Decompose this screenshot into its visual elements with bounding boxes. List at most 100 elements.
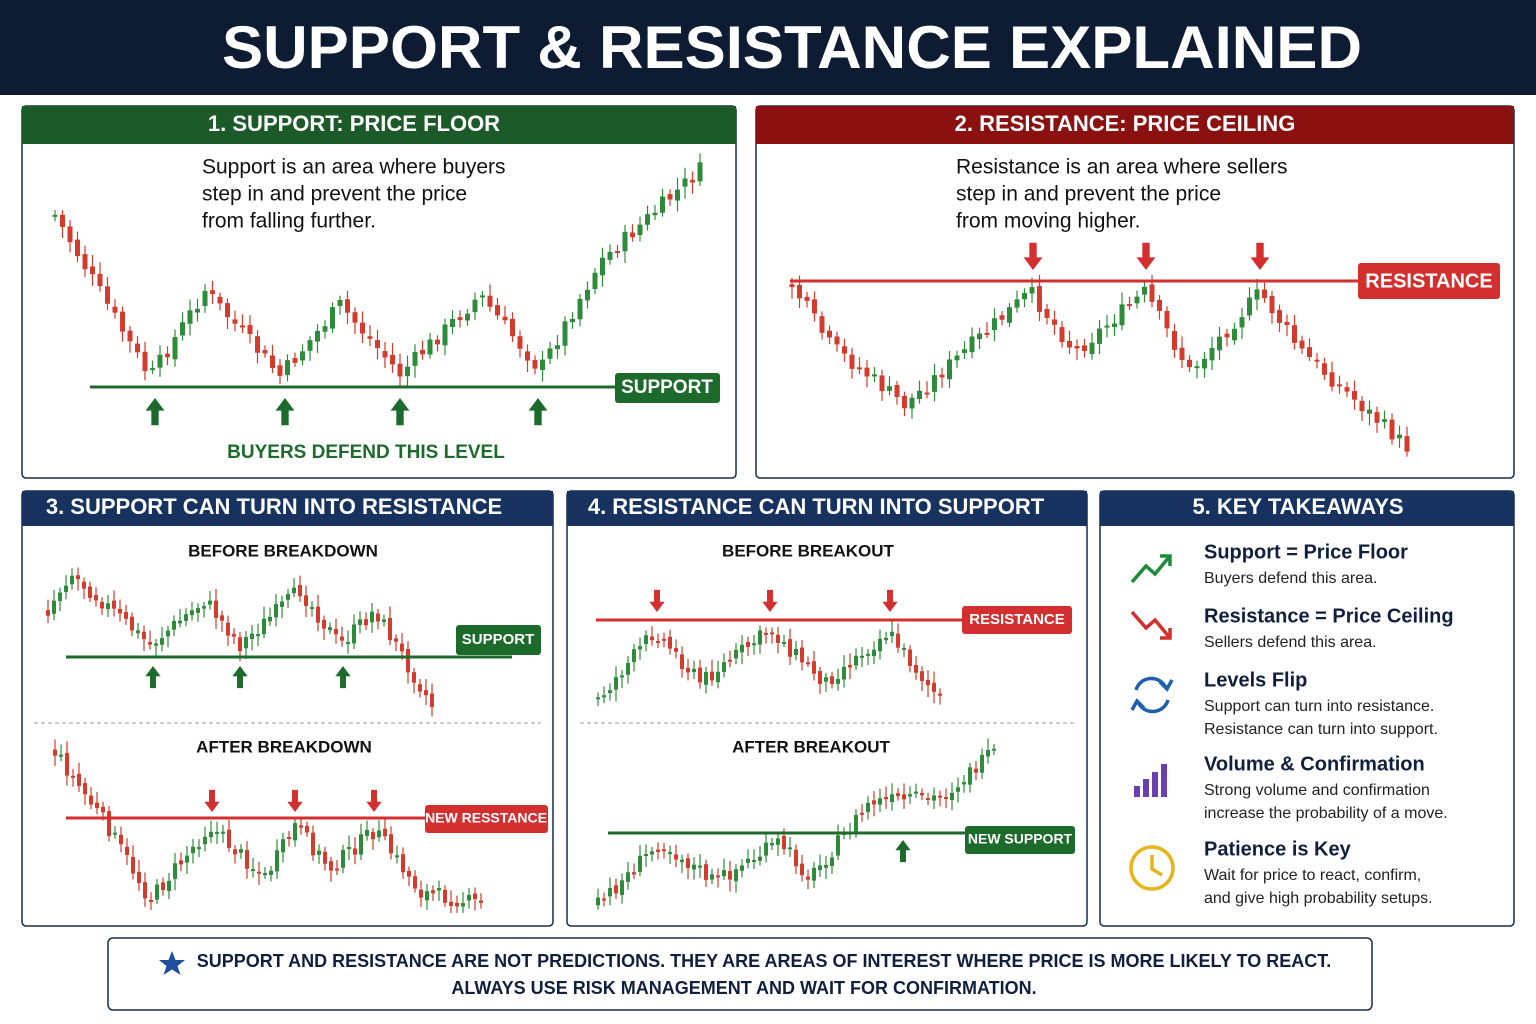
candle (894, 384, 900, 397)
candle (896, 793, 900, 797)
panel-text: step in and prevent the price (202, 183, 467, 206)
candle (179, 860, 183, 865)
candle (680, 859, 684, 863)
candle (135, 343, 140, 353)
candle (800, 863, 804, 876)
candle (335, 868, 339, 871)
candle (902, 395, 907, 409)
candle (969, 336, 975, 353)
candle (984, 332, 990, 335)
candle (626, 872, 630, 882)
candle (950, 792, 954, 801)
candle (1187, 359, 1192, 368)
candle (926, 680, 930, 686)
candle (517, 336, 523, 349)
candle (353, 848, 357, 855)
candle (675, 189, 680, 201)
candle (157, 354, 163, 368)
candle (160, 638, 164, 645)
candle (674, 647, 678, 652)
candle (150, 368, 155, 371)
candle (358, 619, 362, 625)
panel-text: Resistance is an area where sellers (956, 156, 1288, 179)
candle (292, 357, 298, 363)
candle (992, 318, 997, 331)
candle (789, 284, 795, 288)
candle (722, 870, 726, 877)
candle (191, 846, 195, 854)
candle (277, 365, 283, 376)
candle (226, 622, 230, 636)
candle (209, 831, 213, 838)
candle (1164, 310, 1170, 329)
candle (854, 655, 858, 666)
candle (656, 849, 660, 853)
candle (902, 647, 906, 650)
candle (1104, 325, 1110, 328)
candle (830, 676, 834, 685)
candle (962, 349, 967, 354)
candle (614, 677, 618, 690)
footer-text: SUPPORT AND RESISTANCE ARE NOT PREDICTIO… (197, 951, 1331, 971)
candle (77, 773, 81, 787)
candle (280, 601, 284, 607)
candle (638, 855, 642, 872)
candle (479, 900, 483, 903)
candle (473, 893, 477, 900)
candle (275, 850, 279, 872)
level-label: NEW SUPPORT (968, 831, 1073, 847)
candle (1082, 345, 1087, 352)
candle (255, 336, 260, 353)
title: SUPPORT & RESISTANCE EXPLAINED (222, 14, 1362, 81)
candle (125, 846, 129, 855)
candle (413, 876, 417, 889)
candle (547, 348, 553, 359)
candle (430, 693, 434, 708)
takeaway-text: Sellers defend this area. (1204, 634, 1377, 651)
candle (287, 836, 291, 839)
candle (299, 825, 303, 828)
candle (311, 832, 315, 856)
candle (1262, 289, 1267, 299)
candle (190, 610, 194, 616)
candle (1344, 387, 1350, 392)
candle (879, 375, 885, 392)
candle (797, 284, 802, 299)
candle (734, 649, 738, 659)
candle (788, 847, 792, 850)
candle (88, 586, 92, 598)
candle (317, 850, 321, 855)
candle (644, 635, 648, 645)
candle (986, 749, 990, 757)
candle (118, 608, 122, 614)
candle (622, 231, 628, 252)
candle (632, 872, 636, 875)
candle (442, 324, 448, 346)
candle (352, 624, 356, 644)
candle (872, 374, 877, 377)
candle (431, 890, 435, 894)
candle (1127, 304, 1132, 307)
level-label: RESISTANCE (1365, 270, 1492, 292)
candle (812, 867, 816, 881)
takeaway-text: and give high probability setups. (1204, 890, 1433, 907)
takeaway-heading: Levels Flip (1204, 669, 1307, 691)
candle (419, 889, 423, 898)
level-tag (962, 606, 1072, 634)
panel-text: step in and prevent the price (956, 183, 1221, 206)
candles (52, 153, 703, 387)
candle (947, 359, 952, 380)
candle (202, 606, 206, 609)
candle (834, 336, 840, 345)
candle (614, 885, 618, 894)
candle (864, 367, 870, 377)
candle (1404, 436, 1410, 452)
candle (1157, 299, 1162, 311)
candle (232, 633, 236, 637)
candle (52, 214, 58, 217)
candle (75, 239, 80, 257)
candle (352, 312, 358, 323)
candle (849, 354, 855, 369)
candle (917, 390, 922, 399)
